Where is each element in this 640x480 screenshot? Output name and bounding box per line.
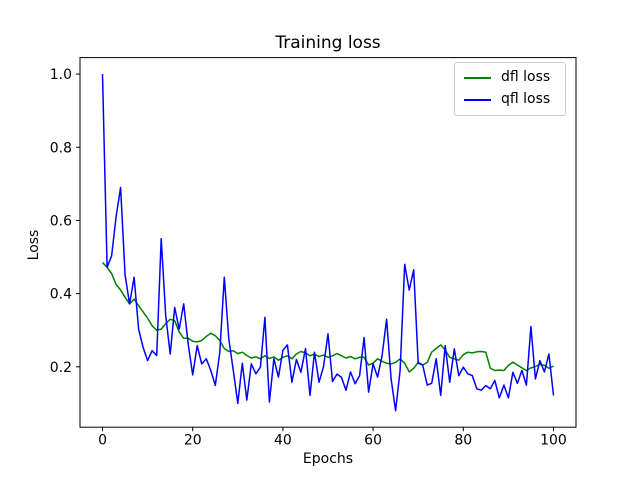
y-tick-label: 1.0 bbox=[50, 67, 72, 83]
y-tick-label: 0.6 bbox=[50, 213, 72, 229]
qfl-loss-line bbox=[101, 74, 555, 412]
dfl-loss-line bbox=[101, 261, 554, 373]
y-tick-label: 0.2 bbox=[50, 360, 72, 376]
y-tick-label: 0.4 bbox=[50, 287, 72, 303]
x-axis-label: Epochs bbox=[302, 451, 354, 467]
chart-title: Training loss bbox=[275, 33, 381, 53]
legend: dfl loss qfl loss bbox=[454, 62, 566, 116]
axes-spines bbox=[79, 57, 577, 428]
qfl-loss-legend-line bbox=[464, 99, 491, 102]
x-tick-label: 20 bbox=[184, 433, 202, 449]
x-tick-label: 0 bbox=[98, 433, 107, 449]
y-tick-label: 0.8 bbox=[50, 140, 72, 156]
legend-label-qfl: qfl loss bbox=[501, 91, 551, 108]
x-tick-label: 80 bbox=[454, 433, 472, 449]
x-tick-label: 60 bbox=[364, 433, 382, 449]
legend-entry-dfl: dfl loss bbox=[464, 69, 556, 85]
x-tick-label: 40 bbox=[274, 433, 292, 449]
x-tick-label: 100 bbox=[540, 433, 567, 449]
legend-entry-qfl: qfl loss bbox=[464, 91, 556, 108]
dfl-loss-legend-line bbox=[464, 76, 491, 79]
legend-label-dfl: dfl loss bbox=[501, 69, 551, 85]
y-axis-label: Loss bbox=[26, 229, 42, 261]
